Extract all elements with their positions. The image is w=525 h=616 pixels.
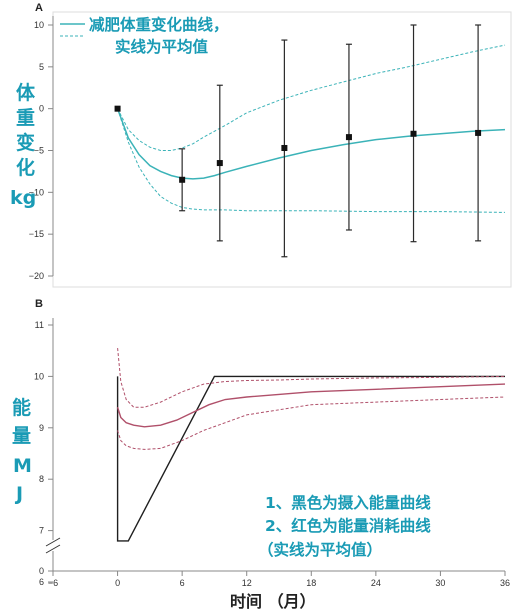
panel-b-expenditure-lower-line xyxy=(117,396,506,450)
panel-b-y-tick-label: 7 xyxy=(39,526,44,536)
x-tick-label: −6 xyxy=(48,578,58,588)
panel-a-lower-line xyxy=(117,108,506,213)
axis-break-mark-2 xyxy=(45,544,61,554)
panel-b-intake-line xyxy=(116,375,505,542)
panel-b-y-tick-label: 8 xyxy=(39,474,44,484)
x-tick-label: 12 xyxy=(242,578,252,588)
panel-b-y-tick-label: 0 xyxy=(39,566,44,576)
panel-b-series xyxy=(116,348,506,542)
panel-b-ylabel-char-4: J xyxy=(14,483,23,505)
legend-line-1: 减肥体重变化曲线， xyxy=(89,15,229,34)
x-tick-label: 6 xyxy=(180,578,185,588)
note-line-3: （实线为平均值） xyxy=(258,540,382,559)
note-line-1: 1、黑色为摄入能量曲线 xyxy=(265,493,431,512)
panel-b-y-tick-label: 9 xyxy=(39,423,44,433)
panel-a-y-tick-label: −10 xyxy=(29,187,44,197)
x-tick-label: 0 xyxy=(115,578,120,588)
panel-a-y-tick-label: 10 xyxy=(34,20,44,30)
panel-b-y-tick-label: 6 xyxy=(39,577,44,587)
note-line-2: 2、红色为能量消耗曲线 xyxy=(265,516,431,535)
panel-a-ylabel-char-2: 重 xyxy=(16,107,35,129)
panel-a-ylabel-unit: kg xyxy=(10,187,36,209)
x-tick-label: 30 xyxy=(435,578,445,588)
mean-point xyxy=(410,130,417,137)
panel-b-expenditure-mean-line xyxy=(116,383,506,428)
panel-a-y-tick-label: −20 xyxy=(29,271,44,281)
panel-b-expenditure-upper-line xyxy=(117,348,506,408)
panel-a-y-tick-label: 5 xyxy=(39,62,44,72)
mean-point xyxy=(475,129,482,136)
panel-b-y-tick-label: 10 xyxy=(34,371,44,381)
panel-a-ylabel-char-1: 体 xyxy=(16,81,36,104)
panel-a-ylabel-char-3: 变 xyxy=(16,131,35,154)
mean-point xyxy=(281,144,288,151)
panel-a-y-tick-label: −15 xyxy=(29,229,44,239)
panel-a-y-ticks: 10 5 0 −5 −10 −15 −20 xyxy=(29,20,53,281)
x-tick-label: 36 xyxy=(500,578,510,588)
mean-point xyxy=(179,176,186,183)
panel-b-y-tick-label: 11 xyxy=(35,320,44,330)
panel-b-ylabel-char-2: 量 xyxy=(12,425,31,447)
x-ticks: −6 0 6 12 18 24 30 36 xyxy=(48,571,510,588)
x-tick-label: 18 xyxy=(306,578,316,588)
mean-point xyxy=(345,134,352,141)
mean-point xyxy=(216,160,223,167)
panel-a-y-tick-label: 0 xyxy=(39,104,44,114)
axis-break-mark-1 xyxy=(45,537,61,547)
panel-a-ylabel-char-4: 化 xyxy=(16,156,35,179)
panel-b-y-ticks: 11 10 9 8 7 60 xyxy=(34,320,53,587)
panel-a-upper-line xyxy=(117,44,506,151)
panel-a-y-tick-label: −5 xyxy=(34,146,44,156)
mean-point xyxy=(114,105,121,112)
x-axis-label: 时间 （月） xyxy=(230,592,316,611)
panel-b-ylabel-char-3: M xyxy=(13,455,32,477)
panel-a-mean-points xyxy=(114,105,482,183)
x-tick-label: 24 xyxy=(371,578,381,588)
legend-line-2: 实线为平均值 xyxy=(115,37,209,56)
panel-b-letter: B xyxy=(35,298,43,310)
panel-a-letter: A xyxy=(35,2,43,14)
panel-b-ylabel-char-1: 能 xyxy=(12,396,31,419)
